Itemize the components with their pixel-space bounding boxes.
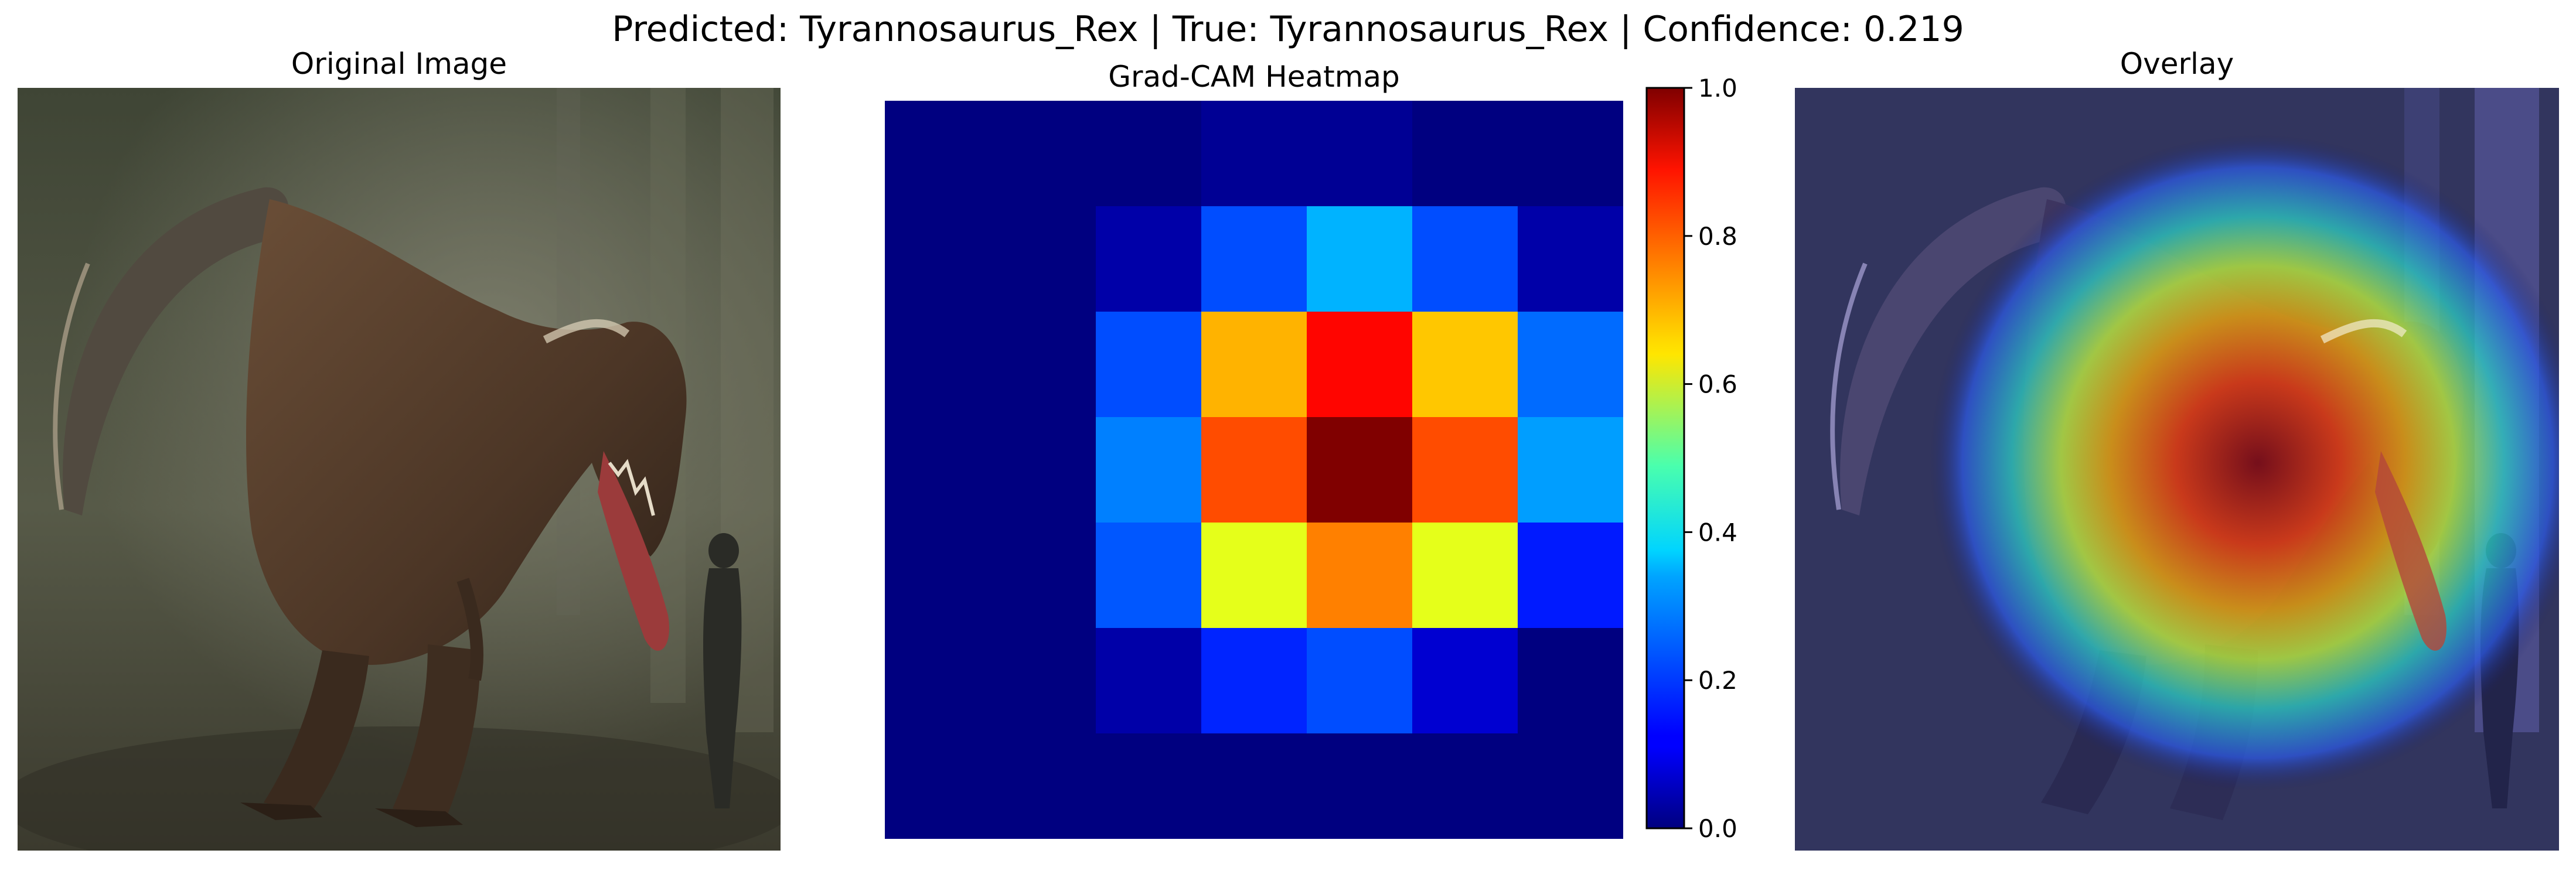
heatmap-cell (885, 733, 991, 839)
heatmap-cell (885, 523, 991, 629)
heatmap-cell (1518, 312, 1623, 418)
heatmap-cell (990, 101, 1096, 207)
heatmap-cell (1518, 733, 1623, 839)
heatmap-cell (1096, 417, 1202, 523)
heatmap-cell (1096, 206, 1202, 312)
heatmap-cell (990, 312, 1096, 418)
heatmap-cell (885, 628, 991, 734)
heatmap-cell (1201, 101, 1307, 207)
overlay-photo (1795, 88, 2559, 851)
heatmap-cell (1412, 312, 1518, 418)
heatmap-cell (885, 417, 991, 523)
colorbar-tick-label: 0.4 (1698, 518, 1737, 547)
colorbar-tick-label: 0.2 (1698, 666, 1737, 695)
heatmap-cell (990, 733, 1096, 839)
heatmap-cell (1412, 206, 1518, 312)
heatmap-cell (1518, 417, 1623, 523)
heatmap-cell (1096, 628, 1202, 734)
colorbar-tick-label: 0.6 (1698, 370, 1737, 399)
figure-suptitle: Predicted: Tyrannosaurus_Rex | True: Tyr… (612, 9, 1964, 50)
heatmap-cell (1201, 206, 1307, 312)
overlay-title: Overlay (2120, 47, 2234, 81)
gradcam-heatmap (885, 101, 1623, 839)
heatmap-cell (1518, 101, 1623, 207)
heatmap-cell (885, 206, 991, 312)
heatmap-cell (885, 101, 991, 207)
heatmap-cell (1307, 733, 1413, 839)
heatmap-cell (1096, 101, 1202, 207)
colorbar-tick-label: 0.0 (1698, 814, 1737, 843)
heatmap-cell (1307, 206, 1413, 312)
heatmap-cell (1307, 101, 1413, 207)
overlay-image (1795, 88, 2559, 851)
heatmap-cell (1307, 417, 1413, 523)
heatmap-cell (990, 628, 1096, 734)
heatmap-cell (990, 206, 1096, 312)
heatmap-cell (1307, 312, 1413, 418)
heatmap-cell (1201, 523, 1307, 629)
heatmap-cell (1096, 523, 1202, 629)
heatmap-cell (1201, 733, 1307, 839)
heatmap-cell (1412, 523, 1518, 629)
colorbar-tick-label: 1.0 (1698, 74, 1737, 103)
dinosaur-photo (18, 88, 781, 851)
original-image (18, 88, 781, 851)
heatmap-cell (1412, 628, 1518, 734)
colorbar-tick-label: 0.8 (1698, 222, 1737, 251)
colorbar: 0.0 0.2 0.4 0.6 0.8 1.0 (1645, 74, 1737, 843)
heatmap-cell (1096, 312, 1202, 418)
heatmap-cell (1518, 206, 1623, 312)
heatmap-cell (1518, 523, 1623, 629)
heatmap-cell (1412, 417, 1518, 523)
heatmap-cell (1201, 312, 1307, 418)
heatmap-cell (990, 523, 1096, 629)
colorbar-gradient (1645, 87, 1685, 829)
heatmap-cell (990, 417, 1096, 523)
heatmap-cell (1201, 417, 1307, 523)
heatmap-cell (1307, 628, 1413, 734)
heatmap-cell (1518, 628, 1623, 734)
heatmap-cell (1412, 733, 1518, 839)
heatmap-cell (1412, 101, 1518, 207)
heatmap-cell (1201, 628, 1307, 734)
heatmap-cell (1096, 733, 1202, 839)
heatmap-cell (885, 312, 991, 418)
original-image-title: Original Image (291, 47, 507, 81)
heatmap-cell (1307, 523, 1413, 629)
heatmap-title: Grad-CAM Heatmap (1108, 60, 1400, 94)
